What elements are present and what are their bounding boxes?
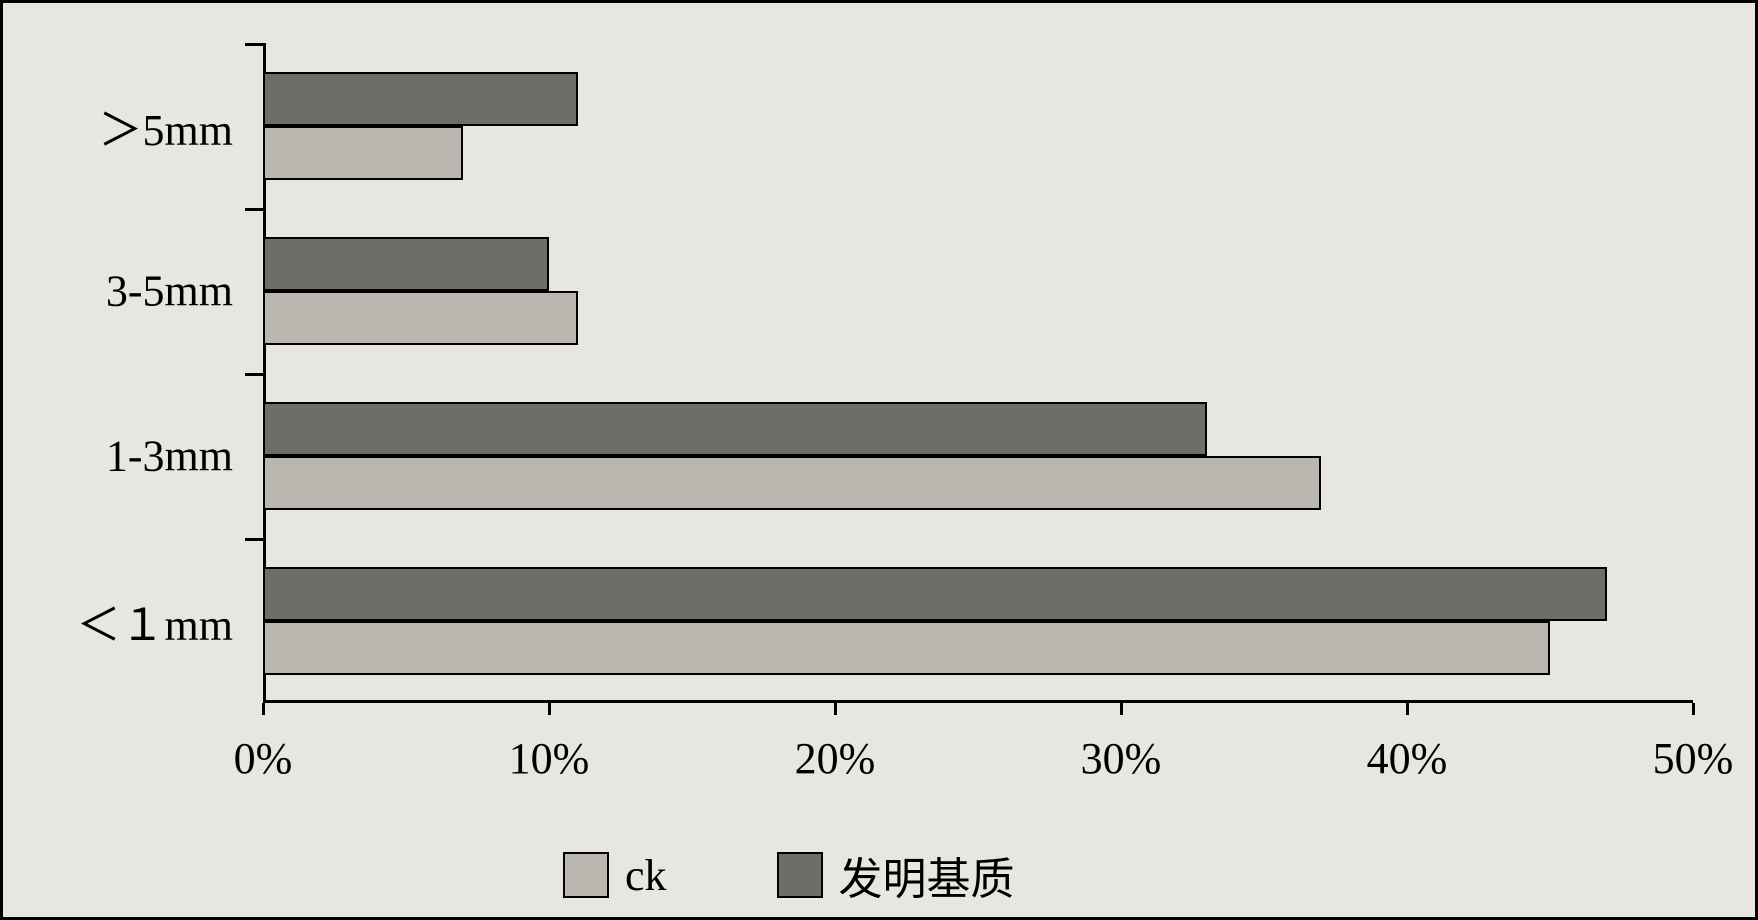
y-minor-tick [245,43,263,46]
bar-ck [263,291,578,345]
legend-label-invention: 发明基质 [839,843,1015,907]
legend: ck 发明基质 [563,843,1015,907]
x-tick-label: 20% [795,733,876,784]
x-axis [263,700,1693,703]
bar-invention [263,237,549,291]
x-tick-label: 50% [1653,733,1734,784]
bar-ck [263,621,1550,675]
legend-swatch-ck [563,852,609,898]
plot-area: 0%10%20%30%40%50%＜１mm1-3mm3-5mm＞5mm [263,43,1693,703]
x-tick-label: 30% [1081,733,1162,784]
legend-item-ck: ck [563,850,667,901]
x-tick [1120,703,1123,715]
x-tick [1692,703,1695,715]
chart-frame: 0%10%20%30%40%50%＜１mm1-3mm3-5mm＞5mm ck 发… [0,0,1758,920]
x-tick [1406,703,1409,715]
x-tick [834,703,837,715]
y-minor-tick [245,538,263,541]
bar-invention [263,402,1207,456]
bar-ck [263,126,463,180]
y-tick-label: ＞5mm [99,94,233,158]
bar-ck [263,456,1321,510]
y-tick-label: 3-5mm [106,265,233,316]
legend-label-ck: ck [625,850,667,901]
x-tick [548,703,551,715]
legend-swatch-invention [777,852,823,898]
x-tick [262,703,265,715]
y-minor-tick [245,373,263,376]
x-tick-label: 10% [509,733,590,784]
y-tick-label: 1-3mm [106,430,233,481]
bar-invention [263,567,1607,621]
x-tick-label: 0% [234,733,293,784]
y-tick-label: ＜１mm [77,589,233,653]
y-minor-tick [245,208,263,211]
bar-invention [263,72,578,126]
x-tick-label: 40% [1367,733,1448,784]
legend-item-invention: 发明基质 [777,843,1015,907]
